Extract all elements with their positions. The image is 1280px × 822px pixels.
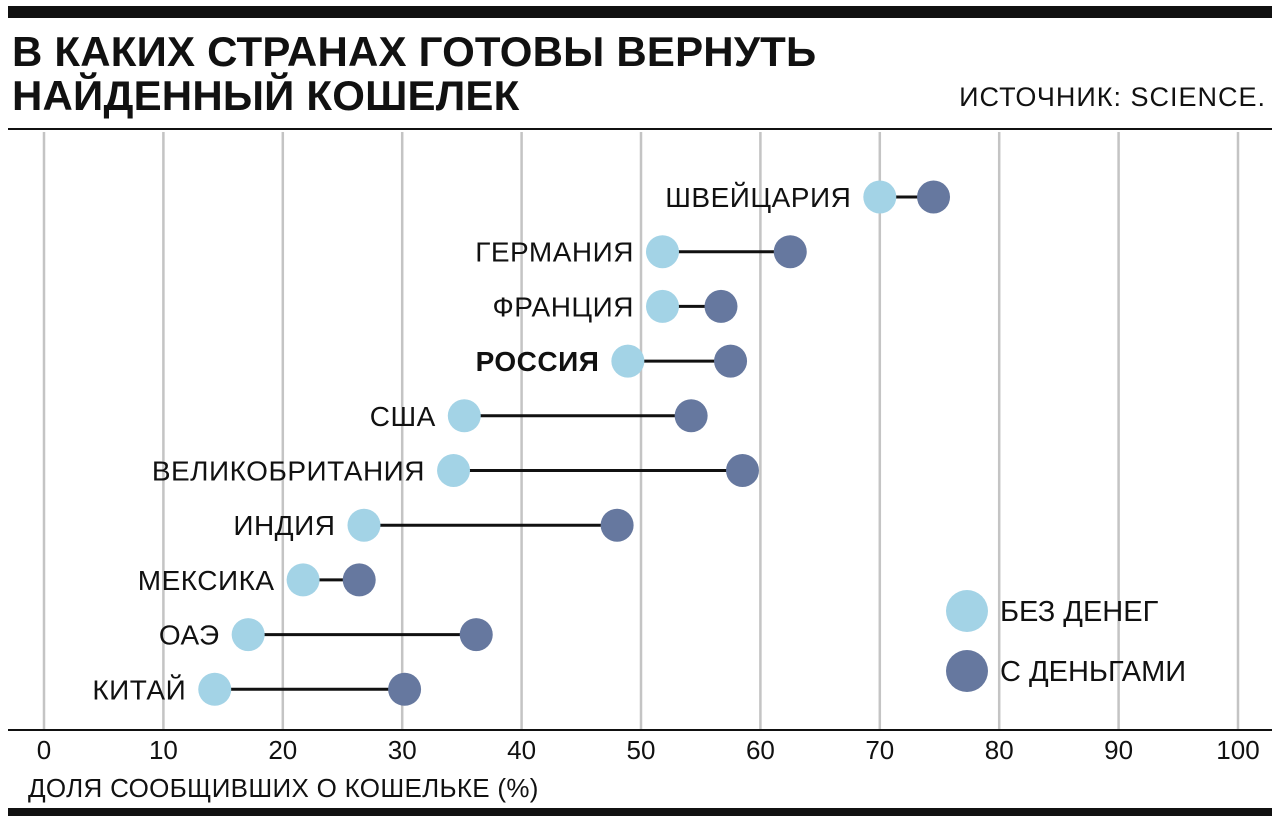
- country-label: ШВЕЙЦАРИЯ: [665, 182, 851, 213]
- x-tick-label: 70: [865, 735, 894, 765]
- dot-with-money: [674, 399, 708, 433]
- grid-lines: [42, 132, 1240, 730]
- dot-no-money: [231, 618, 265, 652]
- country-label: ФРАНЦИЯ: [492, 291, 634, 322]
- x-tick-label: 50: [627, 735, 656, 765]
- dot-no-money: [437, 454, 471, 487]
- dot-with-money: [600, 508, 634, 542]
- dot-no-money: [347, 508, 381, 542]
- dot-no-money: [645, 235, 679, 269]
- dot-with-money: [917, 180, 951, 214]
- chart-title-line-1: В КАКИХ СТРАНАХ ГОТОВЫ ВЕРНУТЬ: [12, 28, 817, 75]
- country-rows: ШВЕЙЦАРИЯ ГЕРМАНИЯ ФРАНЦИЯ РОССИЯ США ВЕЛИКОБ…: [92, 180, 951, 706]
- dot-with-money: [773, 235, 807, 269]
- x-tick-label: 80: [985, 735, 1014, 765]
- legend-label: С ДЕНЬГАМИ: [1000, 656, 1186, 688]
- country-row: ВЕЛИКОБРИТАНИЯ: [152, 454, 759, 487]
- country-row: США: [370, 399, 708, 433]
- x-tick-label: 30: [388, 735, 417, 765]
- country-row: КИТАЙ: [92, 672, 422, 706]
- legend-dot-no-money: [946, 590, 988, 632]
- chart-title: В КАКИХ СТРАНАХ ГОТОВЫ ВЕРНУТЬ НАЙДЕННЫЙ…: [12, 30, 816, 118]
- header-rule: [8, 128, 1272, 130]
- x-tick-label: 10: [149, 735, 178, 765]
- country-label: ОАЭ: [159, 620, 220, 651]
- legend-dot-with-money: [946, 650, 988, 692]
- dot-with-money: [388, 672, 422, 706]
- dot-no-money: [611, 344, 645, 378]
- legend: БЕЗ ДЕНЕГ С ДЕНЬГАМИ: [946, 590, 1186, 692]
- country-row: ОАЭ: [159, 618, 493, 652]
- dot-no-money: [286, 563, 320, 597]
- country-label: ИНДИЯ: [233, 510, 335, 541]
- dot-no-money: [198, 672, 232, 706]
- country-label: КИТАЙ: [92, 674, 186, 705]
- x-tick-label: 90: [1104, 735, 1133, 765]
- dot-no-money: [863, 180, 897, 214]
- x-tick-label: 20: [268, 735, 297, 765]
- x-tick-labels: 0 10 20 30 40 50 60 70 80 90 100: [37, 735, 1260, 765]
- source-note: ИСТОЧНИК: SCIENCE.: [959, 82, 1266, 112]
- dot-no-money: [447, 399, 481, 433]
- country-row: МЕКСИКА: [138, 563, 376, 597]
- top-rule: [8, 6, 1272, 18]
- country-label: РОССИЯ: [476, 346, 600, 377]
- x-tick-label: 100: [1216, 735, 1259, 765]
- x-tick-label: 0: [37, 735, 51, 765]
- chart-title-line-2: НАЙДЕННЫЙ КОШЕЛЕК: [12, 72, 520, 119]
- country-label: США: [370, 401, 436, 432]
- x-tick-label: 40: [507, 735, 536, 765]
- dot-no-money: [645, 289, 679, 323]
- country-row: ФРАНЦИЯ: [492, 289, 738, 323]
- country-row: ГЕРМАНИЯ: [475, 235, 807, 269]
- country-row: ШВЕЙЦАРИЯ: [665, 180, 951, 214]
- country-row: ИНДИЯ: [233, 508, 634, 542]
- bottom-rule: [8, 808, 1272, 816]
- dot-with-money: [459, 618, 493, 652]
- country-label: ВЕЛИКОБРИТАНИЯ: [152, 456, 425, 487]
- dot-with-money: [704, 289, 738, 323]
- country-row: РОССИЯ: [476, 344, 748, 378]
- country-label: ГЕРМАНИЯ: [475, 237, 634, 268]
- dot-with-money: [725, 454, 759, 487]
- country-label: МЕКСИКА: [138, 565, 275, 596]
- x-tick-label: 60: [746, 735, 775, 765]
- legend-label: БЕЗ ДЕНЕГ: [1000, 596, 1159, 628]
- x-axis-title: ДОЛЯ СООБЩИВШИХ О КОШЕЛЬКЕ (%): [28, 773, 539, 803]
- dot-with-money: [342, 563, 376, 597]
- dot-with-money: [714, 344, 748, 378]
